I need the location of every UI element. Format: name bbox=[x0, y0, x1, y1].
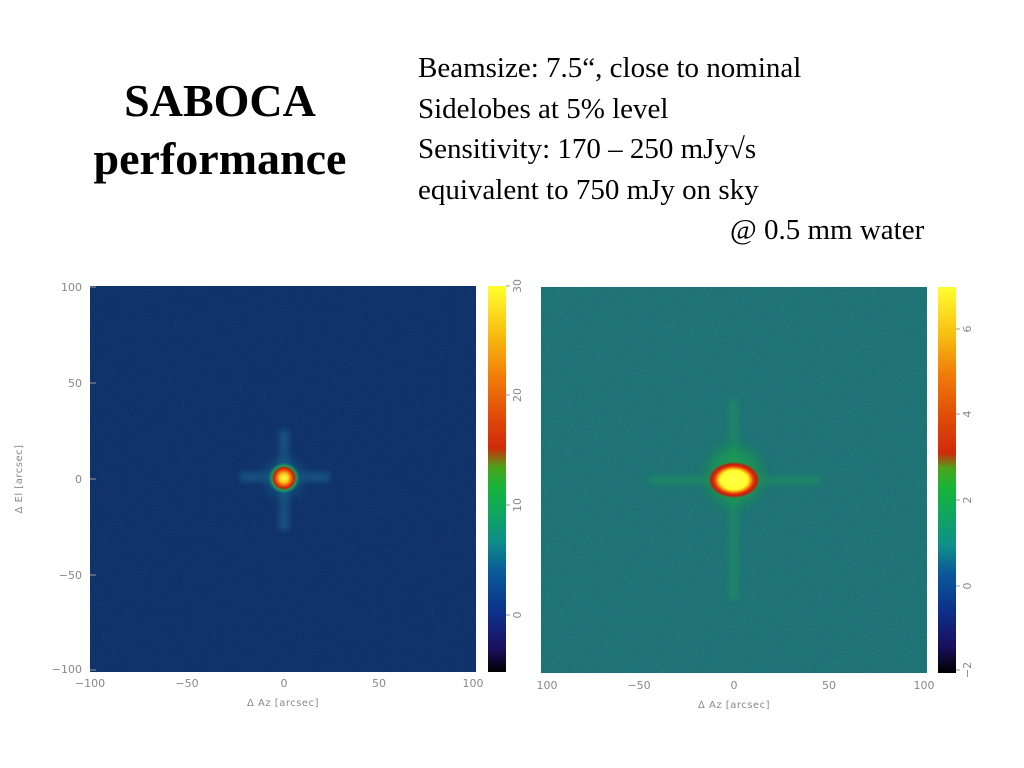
left-beam-peak bbox=[267, 461, 301, 495]
right-cbar-tick-2: 2 bbox=[961, 497, 974, 504]
right-x-tick-100: 100 bbox=[914, 679, 935, 692]
left-y-tick-50: 50 bbox=[68, 377, 82, 390]
note-equivalent: equivalent to 750 mJy on sky bbox=[418, 173, 759, 206]
left-y-tick-minus50: −50 bbox=[59, 569, 82, 582]
right-colorbar-gradient bbox=[938, 287, 956, 673]
right-cbar-tick-minus2: −2 bbox=[961, 662, 974, 678]
right-cbar-tick-0: 0 bbox=[961, 583, 974, 590]
left-x-tick-minus100: −100 bbox=[75, 677, 105, 690]
right-x-tick-0: 0 bbox=[731, 679, 738, 692]
left-y-axis-label: Δ El [arcsec] bbox=[14, 445, 25, 514]
slide-title: SABOCA performance bbox=[40, 72, 400, 188]
left-y-tick-minus100: −100 bbox=[52, 663, 82, 676]
left-x-axis-label: Δ Az [arcsec] bbox=[247, 698, 319, 709]
performance-notes: Beamsize: 7.5“, close to nominal Sidelob… bbox=[418, 48, 924, 251]
left-x-tick-0: 0 bbox=[281, 677, 288, 690]
left-x-tick-50: 50 bbox=[372, 677, 386, 690]
left-cbar-tick-20: 20 bbox=[511, 388, 524, 402]
left-cbar-tick-10: 10 bbox=[511, 498, 524, 512]
left-colorbar-gradient bbox=[488, 286, 506, 672]
right-x-tick-first: 100 bbox=[537, 679, 558, 692]
note-sensitivity: Sensitivity: 170 – 250 mJy√s bbox=[418, 133, 757, 165]
right-beam-map: 100 −50 0 50 100 Δ Az [arcsec] bbox=[537, 287, 935, 711]
left-beam-map: 100 50 0 −50 −100 −100 −50 0 50 100 Δ Az… bbox=[14, 281, 484, 709]
right-x-tick-minus50: −50 bbox=[627, 679, 650, 692]
right-x-axis-label: Δ Az [arcsec] bbox=[698, 700, 770, 711]
note-beamsize: Beamsize: 7.5“, close to nominal bbox=[418, 52, 802, 84]
left-colorbar: 30 20 10 0 bbox=[488, 279, 524, 672]
note-sidelobes: Sidelobes at 5% level bbox=[418, 92, 669, 125]
slide-title-line-1: SABOCA bbox=[124, 75, 316, 126]
right-beam-peak bbox=[707, 461, 761, 499]
right-cbar-tick-4: 4 bbox=[961, 411, 974, 418]
note-water-vapour: @ 0.5 mm water bbox=[730, 214, 925, 246]
left-y-tick-100: 100 bbox=[61, 281, 82, 294]
right-cbar-tick-6: 6 bbox=[961, 326, 974, 333]
left-cbar-tick-0: 0 bbox=[511, 612, 524, 619]
right-x-tick-50: 50 bbox=[822, 679, 836, 692]
right-colorbar: 6 4 2 0 −2 bbox=[938, 287, 974, 678]
left-x-tick-100: 100 bbox=[463, 677, 484, 690]
slide-title-line-2: performance bbox=[93, 133, 347, 184]
left-cbar-tick-30: 30 bbox=[511, 279, 524, 293]
left-y-tick-0: 0 bbox=[75, 473, 82, 486]
left-x-tick-minus50: −50 bbox=[175, 677, 198, 690]
